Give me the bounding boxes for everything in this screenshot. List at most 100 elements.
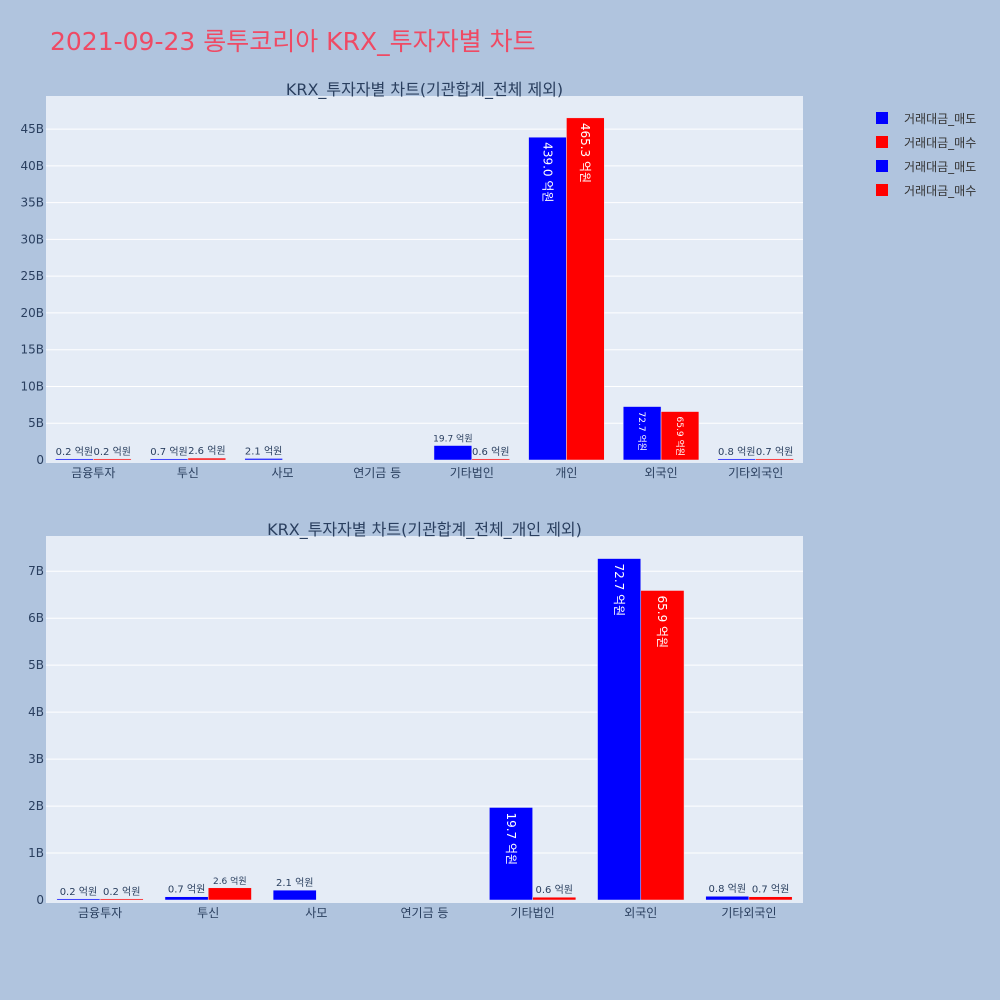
bar-sell[interactable] — [55, 458, 94, 461]
x-tick-label: 사모 — [272, 466, 294, 480]
bar-value-label: 0.8 억원 — [718, 446, 755, 458]
y-tick-label: 30B — [20, 232, 44, 246]
legend-label: 거래대금_매도 — [904, 159, 977, 174]
bar-buy[interactable] — [207, 887, 252, 901]
plot-area — [46, 536, 803, 903]
y-tick-label: 0 — [36, 893, 44, 907]
y-tick-label: 1B — [28, 846, 44, 860]
y-tick-label: 15B — [20, 343, 44, 357]
bar-value-label: 65.9 억원 — [655, 595, 669, 648]
x-tick-label: 사모 — [305, 906, 327, 920]
bar-sell[interactable] — [528, 136, 567, 461]
bar-buy[interactable] — [640, 590, 685, 901]
y-tick-label: 40B — [20, 159, 44, 173]
x-tick-label: 투신 — [177, 466, 199, 480]
legend[interactable]: 거래대금_매도 거래대금_매수 거래대금_매도 거래대금_매수 — [876, 106, 976, 202]
bar-buy[interactable] — [99, 898, 144, 901]
x-tick-label: 기타외국인 — [721, 906, 776, 920]
bar-value-label: 72.7 억원 — [636, 412, 648, 451]
bar-buy[interactable] — [755, 458, 794, 461]
bar-buy[interactable] — [532, 896, 577, 901]
bar-value-label: 19.7 억원 — [504, 812, 518, 865]
x-tick-label: 외국인 — [645, 466, 678, 480]
bar-buy[interactable] — [660, 411, 700, 461]
bar-buy[interactable] — [93, 458, 132, 461]
legend-swatch-buy — [876, 136, 888, 148]
y-tick-label: 4B — [28, 705, 44, 719]
y-tick-label: 6B — [28, 611, 44, 625]
bar-sell[interactable] — [489, 807, 533, 901]
legend-label: 거래대금_매수 — [904, 135, 977, 150]
bar-sell[interactable] — [149, 458, 189, 461]
bar-value-label: 0.6 억원 — [536, 884, 573, 896]
x-tick-label: 개인 — [555, 466, 577, 480]
legend-item-sell-2[interactable]: 거래대금_매도 — [876, 154, 976, 178]
chart-1: 0 5B 10B 15B 20B 25B 30B 35B 40B 45B KRX_투자자별 차트(기… — [20, 80, 803, 480]
bar-sell[interactable] — [164, 896, 209, 901]
bar-sell[interactable] — [597, 558, 642, 901]
y-tick-label: 45B — [20, 122, 44, 136]
bar-value-label: 0.7 억원 — [756, 446, 793, 458]
chart-title: KRX_투자자별 차트(기관합계_전체_개인 제외) — [267, 520, 582, 540]
y-tick-label: 5B — [28, 658, 44, 672]
x-tick-label: 기타외국인 — [728, 466, 783, 480]
x-tick-label: 투신 — [197, 906, 219, 920]
x-tick-label: 기타법인 — [450, 466, 494, 480]
bar-value-label: 0.2 억원 — [60, 886, 97, 898]
legend-item-buy-2[interactable]: 거래대금_매수 — [876, 178, 976, 202]
y-tick-label: 5B — [28, 416, 44, 430]
legend-label: 거래대금_매수 — [904, 183, 977, 198]
legend-swatch-buy — [876, 184, 888, 196]
y-tick-label: 7B — [28, 564, 44, 578]
bar-value-label: 465.3 억원 — [578, 123, 592, 183]
bar-value-label: 19.7 억원 — [433, 433, 472, 445]
plot-area — [46, 96, 803, 463]
bar-sell[interactable] — [244, 458, 283, 461]
bar-value-label: 0.7 억원 — [150, 446, 187, 458]
chart-title: KRX_투자자별 차트(기관합계_전체 제외) — [286, 80, 563, 100]
bar-sell[interactable] — [433, 445, 473, 461]
bar-buy[interactable] — [187, 457, 227, 461]
bar-value-label: 0.2 억원 — [103, 886, 140, 898]
y-tick-label: 0 — [36, 453, 44, 467]
x-tick-label: 금융투자 — [78, 906, 122, 920]
y-tick-label: 35B — [20, 196, 44, 210]
bar-value-label: 0.7 억원 — [168, 884, 205, 896]
y-tick-label: 2B — [28, 799, 44, 813]
bar-value-label: 439.0 억원 — [540, 142, 554, 202]
page-title: 2021-09-23 롱투코리아 KRX_투자자별 차트 — [50, 27, 536, 56]
x-tick-label: 기타법인 — [511, 906, 555, 920]
bar-value-label: 0.7 억원 — [752, 884, 789, 896]
bar-buy[interactable] — [471, 458, 510, 461]
bar-value-label: 72.7 억원 — [612, 564, 626, 617]
bar-value-label: 65.9 억원 — [674, 417, 686, 456]
chart-2: 0 1B 2B 3B 4B 5B 6B 7B KRX_투자자별 차트(기관합계_전체_개인 제외… — [28, 520, 803, 920]
legend-item-sell[interactable]: 거래대금_매도 — [876, 106, 976, 130]
legend-swatch-sell — [876, 160, 888, 172]
x-tick-label: 연기금 등 — [401, 906, 449, 920]
bar-value-label: 0.8 억원 — [709, 883, 746, 895]
bar-buy[interactable] — [748, 896, 793, 901]
bar-value-label: 2.1 억원 — [245, 445, 282, 457]
bar-value-label: 0.6 억원 — [472, 446, 509, 458]
bar-value-label: 0.2 억원 — [93, 446, 130, 458]
bar-value-label: 0.2 억원 — [56, 446, 93, 458]
bar-sell[interactable] — [622, 406, 662, 461]
y-tick-label: 20B — [20, 306, 44, 320]
legend-item-buy[interactable]: 거래대금_매수 — [876, 130, 976, 154]
bar-sell[interactable] — [717, 458, 756, 461]
bar-sell[interactable] — [705, 895, 750, 901]
x-tick-label: 연기금 등 — [353, 466, 401, 480]
bar-value-label: 2.1 억원 — [276, 877, 313, 889]
y-tick-label: 25B — [20, 269, 44, 283]
bar-value-label: 2.6 억원 — [188, 445, 225, 457]
bar-value-label: 2.6 억원 — [213, 875, 247, 887]
bar-buy[interactable] — [566, 117, 605, 461]
bar-sell[interactable] — [56, 898, 101, 901]
y-tick-label: 10B — [20, 379, 44, 393]
bar-sell[interactable] — [272, 889, 317, 901]
y-tick-label: 3B — [28, 752, 44, 766]
x-tick-label: 외국인 — [624, 906, 657, 920]
legend-label: 거래대금_매도 — [904, 111, 977, 126]
